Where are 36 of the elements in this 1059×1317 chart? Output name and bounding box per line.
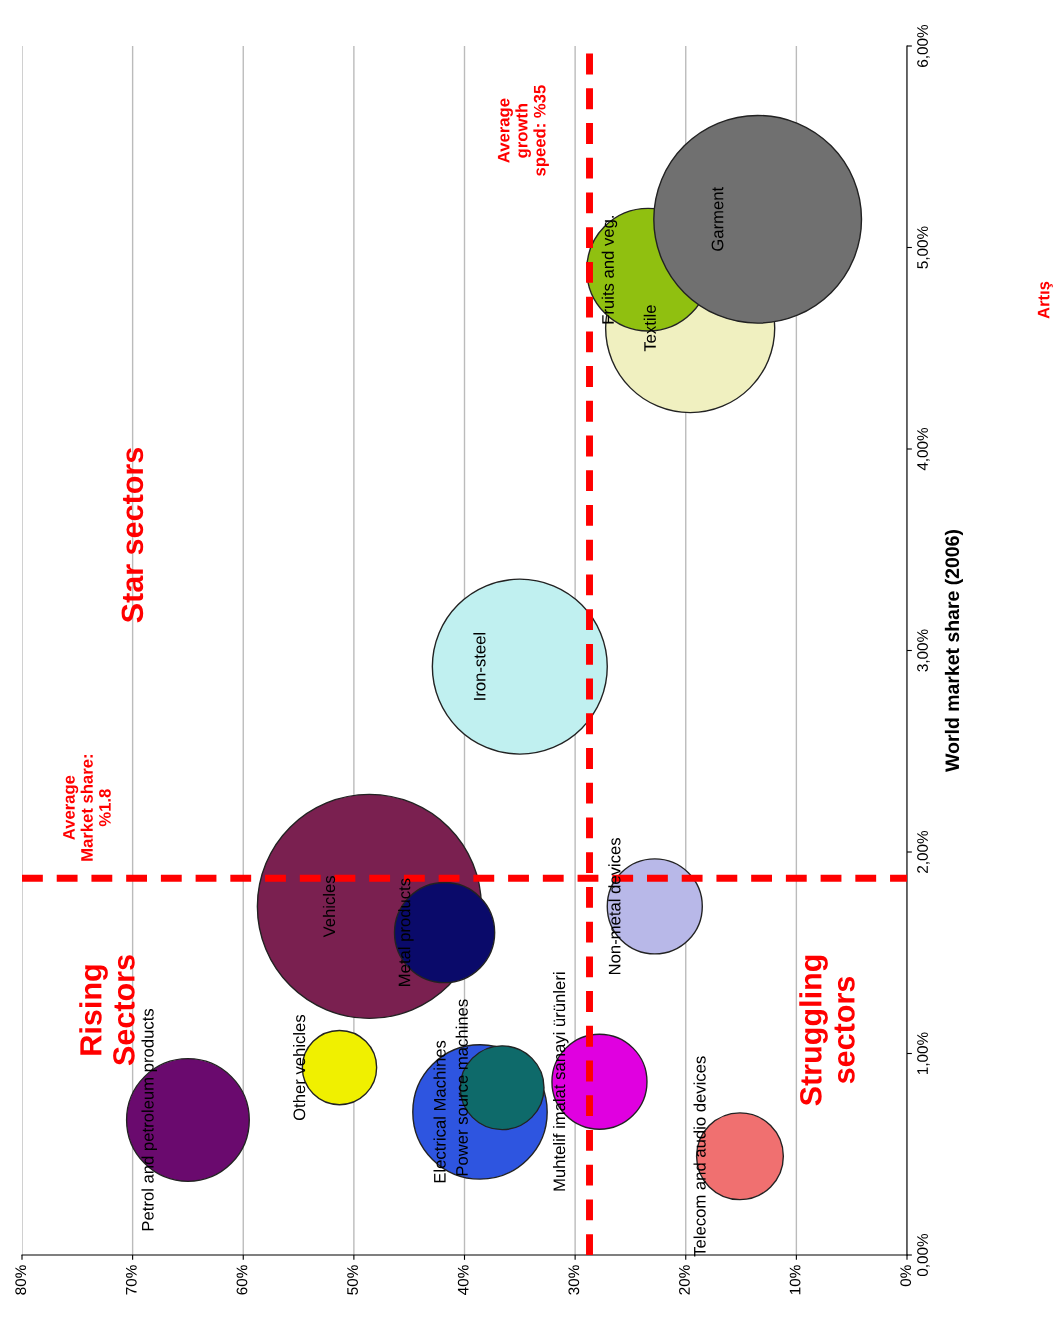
annotation: Rising Sectors: [79, 955, 135, 1066]
y-tick-label: 1,00%: [917, 1032, 930, 1074]
x-tick-label: 70%: [125, 1265, 137, 1295]
y-tick-label: 2,00%: [917, 830, 930, 873]
y-tick-label: 3,00%: [917, 629, 930, 672]
series-label: Iron-steel: [473, 632, 486, 700]
series-label: Petrol and petroleum products: [141, 1008, 157, 1231]
y-tick-label: 5,00%: [917, 226, 930, 269]
series-label: Garment: [711, 186, 724, 251]
y-tick-label: 4,00%: [917, 427, 930, 471]
x-tick-label: 30%: [568, 1265, 580, 1295]
annotation: Struggling sectors: [799, 955, 855, 1106]
series-label: Textile: [643, 305, 656, 352]
x-tick-label: 40%: [457, 1265, 469, 1295]
x-tick-label: 0%: [900, 1265, 912, 1287]
series-label: Muhtelif imalat sanayi ürünleri: [552, 972, 569, 1191]
x-tick-label: 50%: [347, 1265, 358, 1295]
x-tick-label: 10%: [789, 1265, 801, 1295]
y-tick-label: 0,00%: [917, 1233, 930, 1277]
series-label: Fruits and veg.: [601, 216, 618, 324]
x-tick-label: 60%: [236, 1265, 248, 1295]
text: Other vehicles: [293, 1014, 306, 1121]
x-tick-label: 20%: [679, 1265, 690, 1295]
y-axis-title: World market share (2006): [944, 530, 963, 772]
series-label: Vehicles: [322, 875, 336, 938]
x-tick-label: 80%: [15, 1265, 27, 1295]
series-label: Non-metal devices: [608, 837, 621, 975]
series-label: Metal products: [398, 878, 414, 986]
ref-line-label: Average Market share: %1.8: [63, 755, 111, 861]
text: Artış: [1037, 281, 1053, 319]
series-label: Telecom and audio devices: [693, 1056, 706, 1257]
series-label: Power source machines: [455, 999, 468, 1176]
annotation: Star sectors: [121, 447, 144, 623]
series-label: Electrical Machines: [433, 1040, 446, 1183]
ref-line-label: Average growth speed: %35: [497, 85, 549, 176]
y-tick-label: 6,00%: [917, 24, 930, 67]
